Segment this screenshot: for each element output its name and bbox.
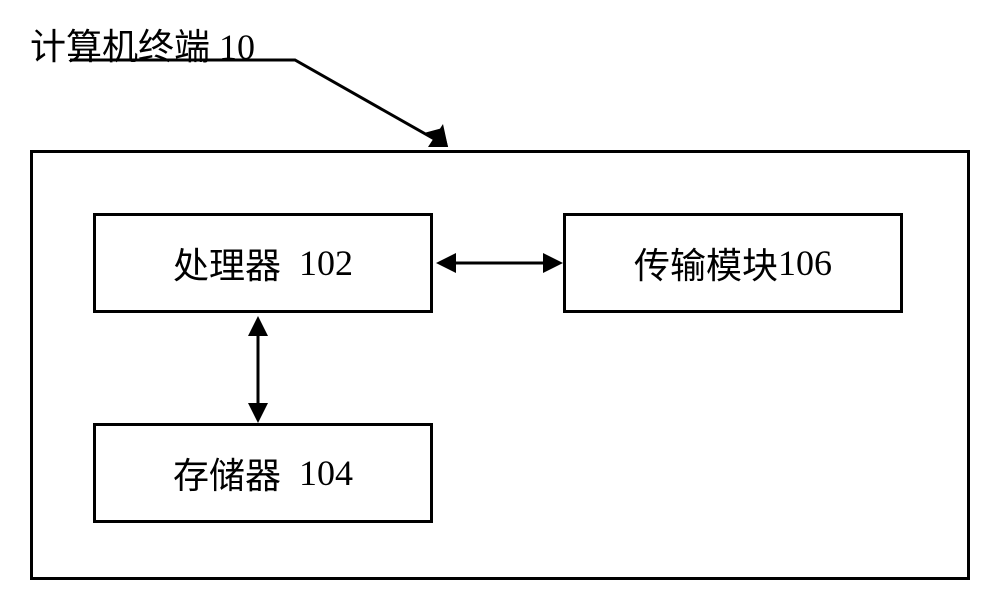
transmission-number: 106 [778,242,832,284]
memory-number: 104 [299,452,353,494]
terminal-outer-box: 处理器 102 传输模块 106 存储器 104 [30,150,970,580]
reference-arrow [30,48,460,158]
diagram-container: 计算机终端 10 处理器 102 传输模块 106 存储器 104 [0,0,1000,612]
processor-transmission-arrow [436,248,563,278]
transmission-label: 传输模块 [634,237,778,289]
processor-number: 102 [299,242,353,284]
processor-box: 处理器 102 [93,213,433,313]
memory-box: 存储器 104 [93,423,433,523]
transmission-box: 传输模块 106 [563,213,903,313]
processor-label: 处理器 [173,237,281,289]
memory-label: 存储器 [173,447,281,499]
processor-memory-arrow [243,316,273,423]
